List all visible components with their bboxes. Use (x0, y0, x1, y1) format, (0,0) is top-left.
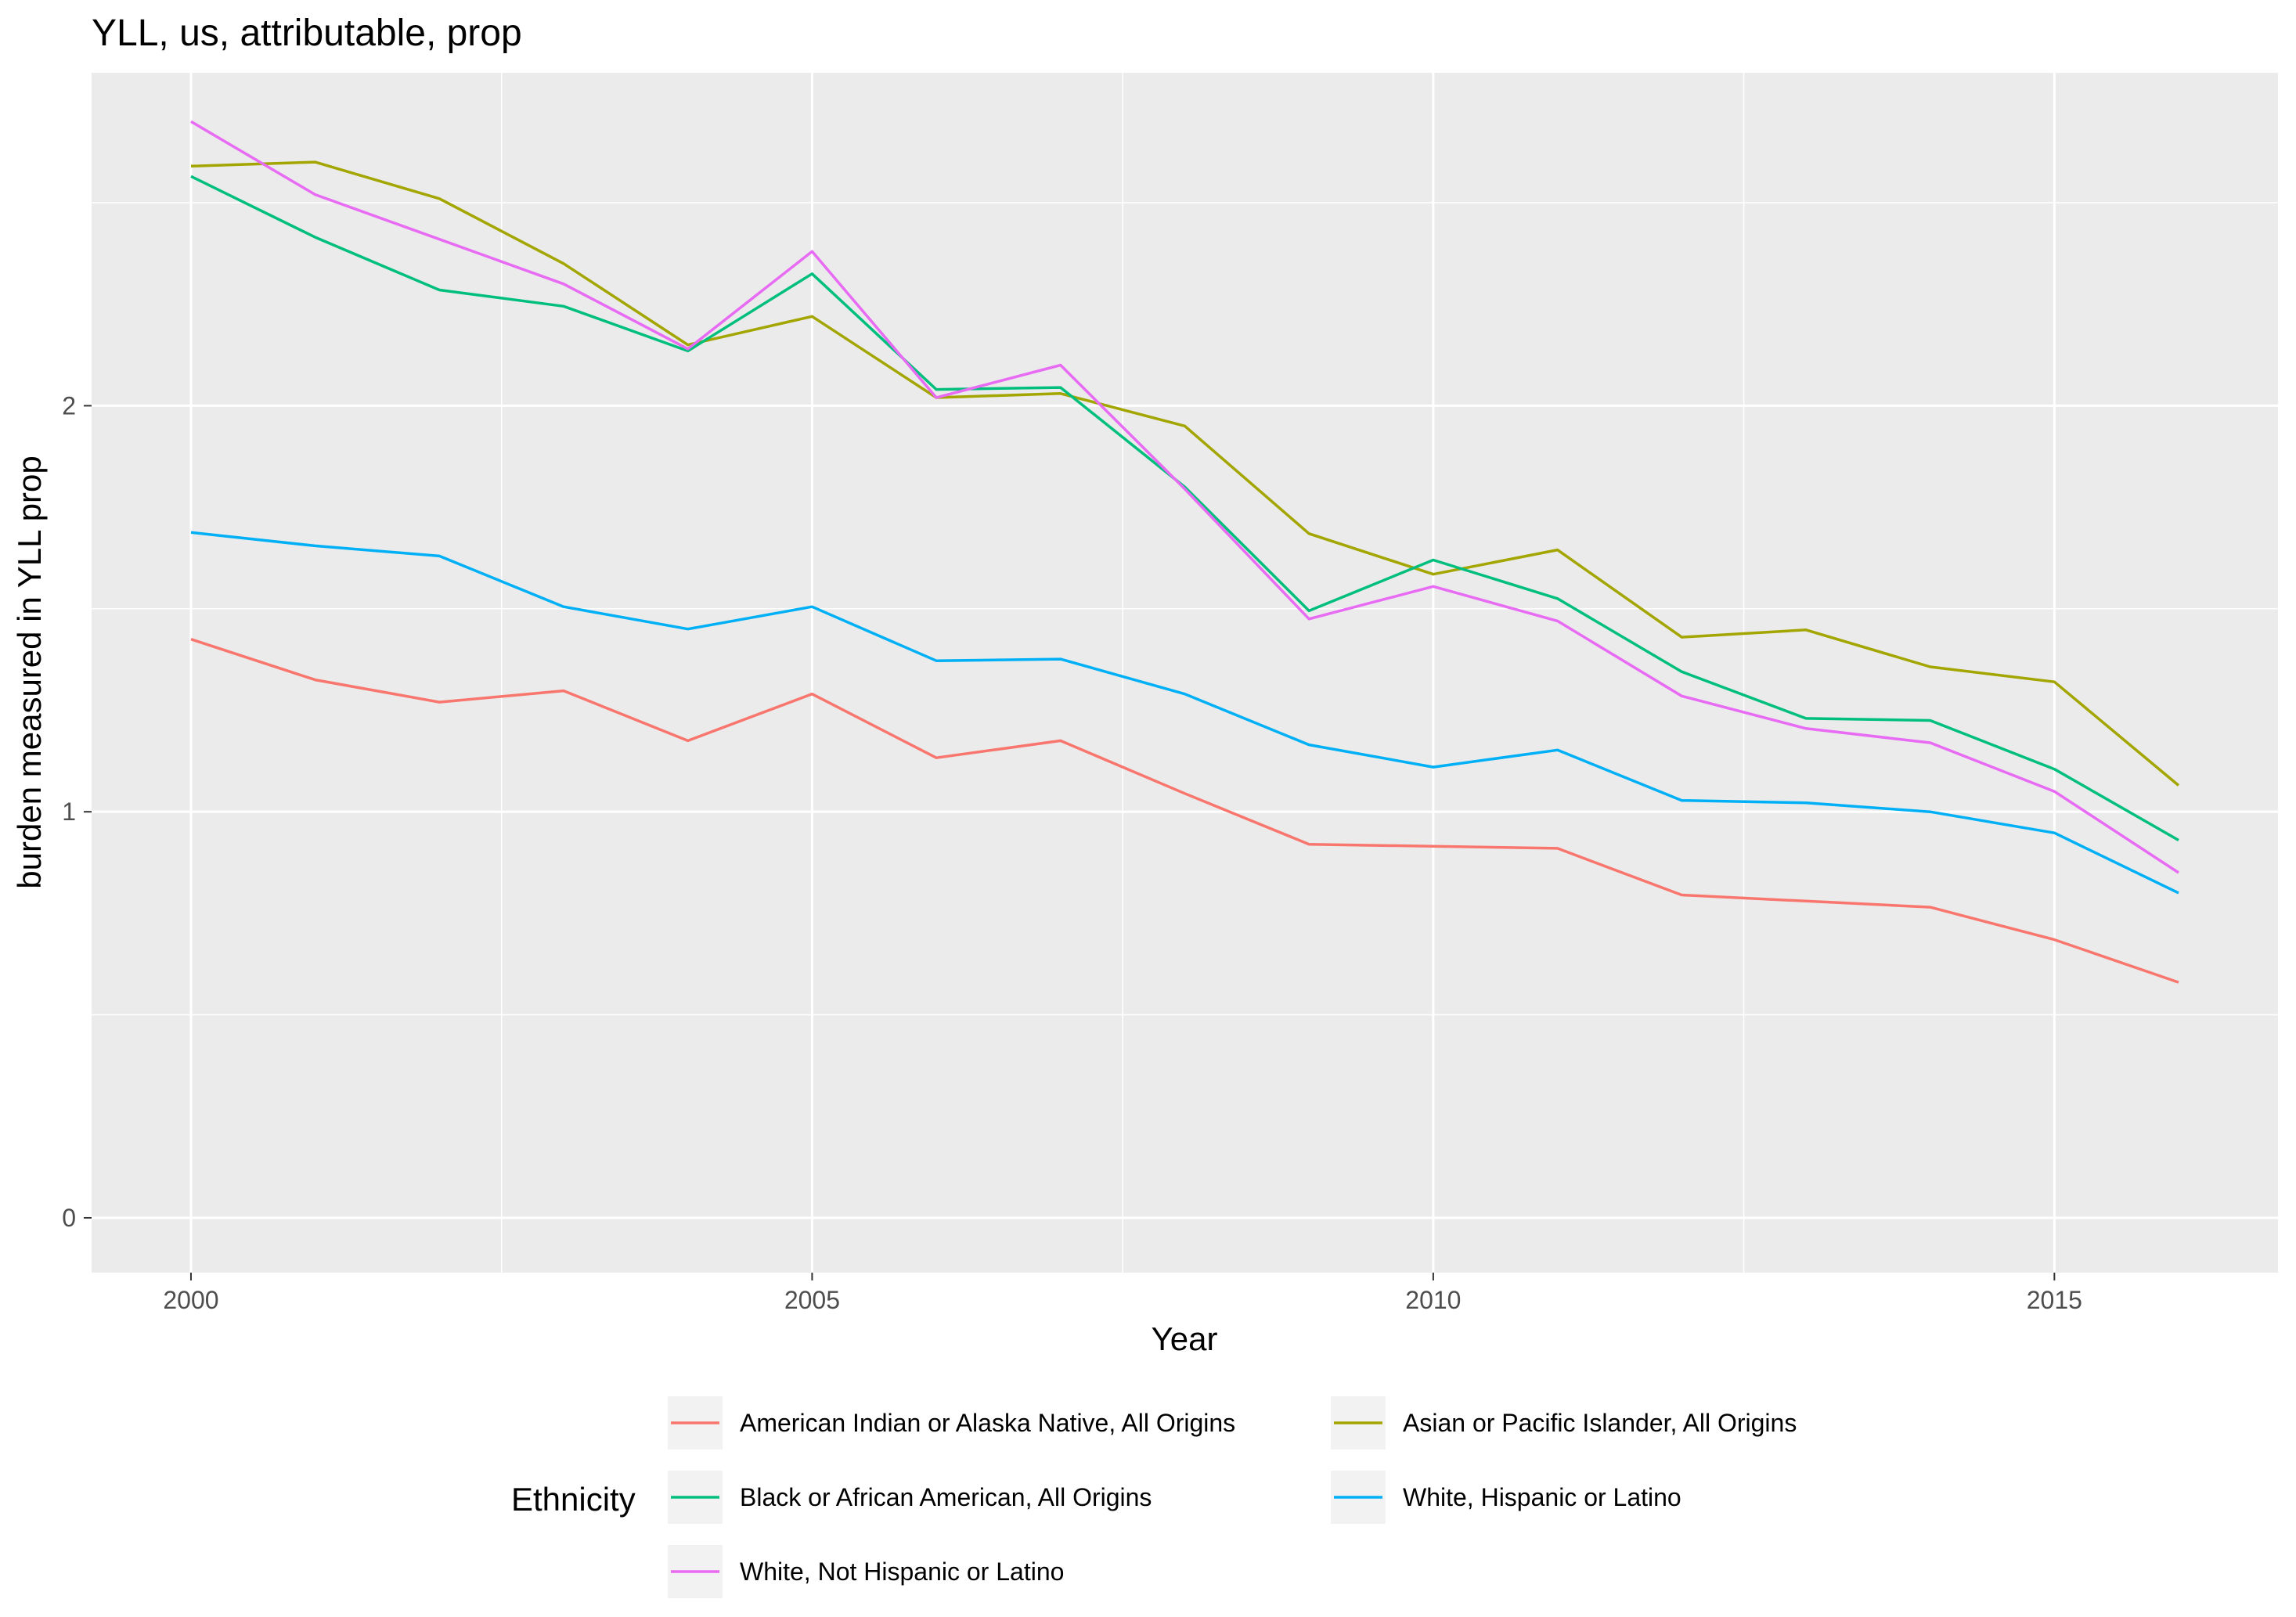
y-tick-label: 1 (62, 798, 76, 826)
series-line-white-not-hispanic-or-latino (190, 120, 2179, 874)
series-line-asian-or-pacific-islander-all-origins (190, 160, 2180, 787)
x-tick-label: 2005 (784, 1286, 840, 1314)
series-lines (190, 120, 2180, 984)
x-tick-label: 2010 (1405, 1286, 1461, 1314)
x-axis: 2000 2005 2010 2015 (163, 1273, 2082, 1314)
y-tick-label: 2 (62, 391, 76, 420)
legend-label: Black or African American, All Origins (740, 1483, 1152, 1511)
legend-title: Ethnicity (511, 1481, 636, 1518)
legend-label: White, Not Hispanic or Latino (740, 1558, 1064, 1586)
legend: Ethnicity American Indian or Alaska Nati… (511, 1396, 1797, 1598)
chart-title: YLL, us, attributable, prop (92, 13, 522, 54)
legend-label: Asian or Pacific Islander, All Origins (1403, 1409, 1797, 1437)
y-axis-title: burden measured in YLL prop (11, 456, 48, 888)
y-axis: 0 1 2 (62, 391, 92, 1232)
minor-gridlines (92, 73, 2278, 1273)
legend-label: White, Hispanic or Latino (1403, 1483, 1681, 1511)
series-line-american-indian-or-alaska-native-all-origins (190, 638, 2179, 984)
series-line-white-hispanic-or-latino (190, 531, 2179, 895)
plot-panel (92, 73, 2278, 1273)
y-tick-label: 0 (62, 1204, 76, 1232)
x-tick-label: 2015 (2027, 1286, 2082, 1314)
legend-label: American Indian or Alaska Native, All Or… (740, 1409, 1235, 1437)
legend-keys: American Indian or Alaska Native, All Or… (668, 1396, 1797, 1598)
series-line-black-or-african-american-all-origins (190, 175, 2179, 842)
x-axis-title: Year (1152, 1320, 1218, 1357)
x-tick-label: 2000 (163, 1286, 218, 1314)
